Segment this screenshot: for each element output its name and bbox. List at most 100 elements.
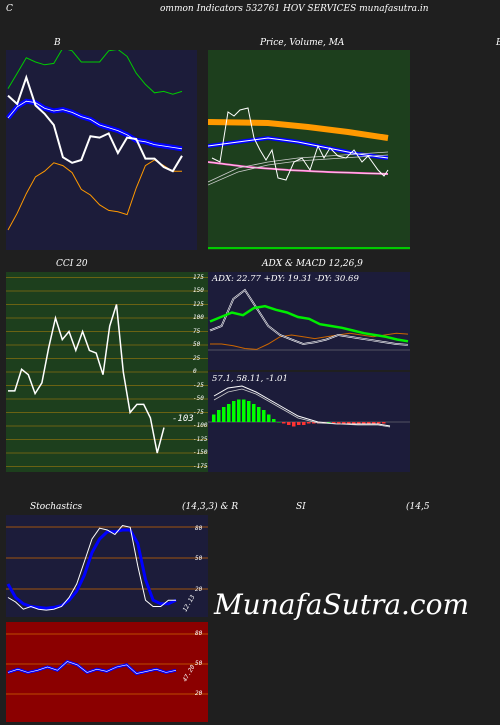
macd-hist-bar — [212, 414, 216, 422]
cci-tick-label: 25 — [193, 354, 201, 362]
stoch-tick-50: 50 — [195, 555, 203, 562]
cci-tick-label: 50 — [193, 341, 201, 348]
stoch-chart — [6, 515, 208, 617]
cci-tick-label: -175 — [193, 462, 208, 470]
rsi-tick-50: 50 — [195, 660, 203, 667]
rsi-tick-20: 20 — [195, 690, 203, 697]
macd-hist-bar — [347, 422, 351, 424]
cci-tick-label: 125 — [193, 300, 204, 308]
macd-hist-bar — [292, 422, 296, 427]
macd-hist-bar — [297, 422, 301, 425]
ma-pink-center — [208, 161, 389, 175]
adx-label: ADX & MACD 12,26,9 — [262, 259, 363, 269]
adx-line — [209, 304, 409, 343]
macd-hist-bar — [222, 407, 226, 422]
bb-price-line — [7, 74, 183, 173]
bb-lower-line — [7, 159, 182, 231]
macd-hist-bar — [232, 401, 236, 422]
adx-minus-dy — [210, 332, 409, 350]
macd-hist-bar — [217, 410, 221, 422]
cci-tick-label: -75 — [193, 408, 204, 416]
macd-hist-bar — [277, 422, 281, 423]
macd-hist-bar — [257, 407, 261, 422]
macd-hist-bar — [357, 422, 361, 424]
page-title: ommon Indicators 532761 HOV SERVICES mun… — [160, 4, 429, 14]
stoch-label-c: SI — [296, 502, 306, 512]
stoch-label-b: (14,3,3) & R — [182, 502, 239, 512]
macd-hist-bar — [282, 422, 286, 424]
stoch-d-line — [6, 528, 177, 610]
macd-hist-bar — [262, 410, 266, 422]
cci-value: -103 — [172, 414, 194, 424]
macd-values: 57.1, 58.11, -1.01 — [212, 374, 288, 384]
bollinger-right-letter: B — [496, 38, 500, 48]
macd-hist-bar — [267, 414, 271, 422]
bb-upper-line — [7, 50, 183, 95]
rsi-tick-80: 80 — [195, 630, 203, 637]
macd-hist-bar — [332, 422, 336, 424]
ma-grey-b — [208, 154, 389, 186]
cci-line — [8, 304, 165, 454]
macd-hist-bar — [252, 404, 256, 422]
macd-hist-bar — [272, 419, 276, 422]
adx-bg — [208, 272, 410, 370]
stoch-tick-80: 80 — [195, 525, 203, 532]
macd-hist-bar — [367, 422, 371, 424]
cci-tick-label: 0 — [193, 368, 197, 375]
cci-chart — [6, 272, 208, 472]
cci-tick-label: -50 — [193, 395, 204, 402]
price-label-c: MA — [328, 38, 345, 48]
macd-hist-bar — [372, 422, 376, 424]
stoch-label-d: (14,5 — [406, 502, 430, 512]
adx-values: ADX: 22.77 +DY: 19.31 -DY: 30.69 — [212, 274, 359, 284]
bollinger-chart — [6, 50, 197, 250]
price-label-b: Volume, — [289, 38, 326, 48]
cci-tick-label: 100 — [193, 314, 204, 321]
bb-mid-center — [7, 100, 183, 150]
stoch-label-a: Stochastics — [30, 502, 83, 512]
macd-hist-bar — [227, 404, 231, 422]
macd-hist-bar — [337, 422, 341, 424]
rsi-line-center — [7, 661, 177, 674]
ma-grey-a — [208, 151, 389, 183]
macd-hist-bar — [307, 422, 311, 424]
macd-chart — [208, 372, 410, 472]
brand-watermark: MunafaSutra.com — [214, 588, 470, 621]
bollinger-label: B — [54, 38, 61, 48]
price-label-a: Price, — [260, 38, 287, 48]
price-label: Price, Volume, MA — [260, 38, 344, 48]
price-line — [211, 107, 389, 181]
cci-tick-label: 75 — [193, 327, 201, 335]
stoch-k-line — [7, 524, 176, 611]
macd-hist-bar — [377, 422, 381, 424]
stoch-tick-20: 20 — [195, 586, 203, 593]
cci-tick-label: -125 — [193, 435, 208, 443]
ma-long-orange — [208, 119, 389, 141]
rsi-chart — [6, 622, 208, 722]
macd-hist-bar — [342, 422, 346, 424]
macd-hist-bar — [302, 422, 306, 425]
cci-tick-label: -150 — [193, 449, 208, 456]
price-chart — [208, 50, 410, 250]
macd-hist-bar — [352, 422, 356, 424]
bollinger-bg — [6, 50, 197, 250]
macd-hist-bar — [287, 422, 291, 425]
macd-hist-bar — [382, 422, 386, 424]
header-left-letter: C — [6, 4, 13, 14]
macd-hist-bar — [327, 422, 331, 423]
macd-hist-bar — [362, 422, 366, 424]
cci-label: CCI 20 — [56, 259, 88, 269]
price-bg — [208, 50, 410, 250]
macd-hist-bar — [312, 422, 316, 424]
macd-line — [213, 385, 391, 427]
adx-chart — [208, 272, 410, 370]
adx-plus-dy-inner — [209, 289, 409, 346]
cci-tick-label: 175 — [193, 273, 204, 281]
macd-hist-bar — [247, 401, 251, 422]
macd-hist-bar — [237, 399, 241, 422]
macd-hist-bar — [242, 399, 246, 422]
cci-tick-label: -25 — [193, 381, 204, 389]
cci-tick-label: -100 — [193, 422, 208, 429]
macd-signal — [213, 388, 391, 428]
cci-tick-label: 150 — [193, 287, 204, 294]
